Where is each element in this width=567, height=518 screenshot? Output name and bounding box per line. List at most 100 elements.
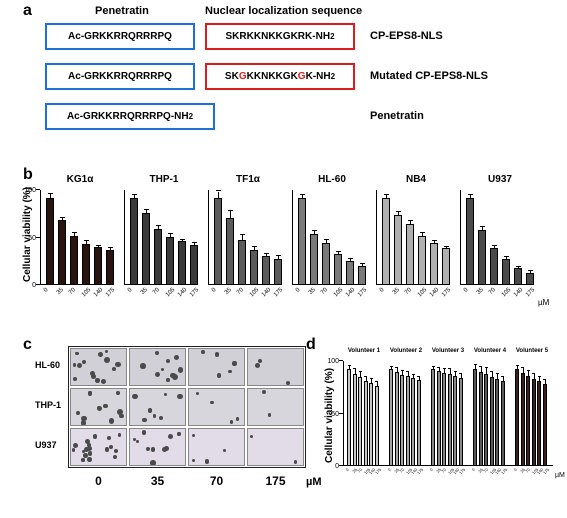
micro-col-label: 175 [247, 474, 304, 488]
bar [406, 376, 410, 466]
volunteer-title: Volunteer 3 [427, 348, 469, 354]
header-penetratin: Penetratin [95, 5, 149, 17]
micrograph [129, 348, 186, 386]
row3-left-box: Ac-GRKKRRQRRRPQ-NH2 [45, 103, 215, 130]
sub2-1: 2 [330, 32, 334, 41]
chart-title: U937 [460, 174, 540, 185]
bar [389, 369, 393, 466]
bar [501, 381, 505, 466]
bar [274, 259, 282, 285]
micro-col-label: 70 [188, 474, 245, 488]
bar [46, 198, 54, 285]
bar [495, 379, 499, 466]
bar [515, 369, 519, 466]
bar [442, 373, 446, 466]
bar [400, 375, 404, 466]
bar [394, 215, 402, 285]
bar [322, 243, 330, 285]
row3-name: Penetratin [370, 110, 424, 122]
chart-TF1α: TF1α03570105140175 [208, 190, 288, 285]
row1-right-box: SKRKKNKKGKRK-NH2 [205, 23, 355, 50]
row2-left-seq: Ac-GRKKRRQRRRPQ [68, 71, 172, 82]
bar [166, 237, 174, 285]
bar [238, 240, 246, 285]
bar [298, 198, 306, 285]
panel-c: HL-60THP-1U93703570175µM [35, 340, 305, 500]
panel-c-label: c [23, 336, 32, 354]
bar [375, 386, 379, 466]
bar [250, 250, 258, 285]
panel-b-label: b [23, 166, 33, 184]
bar [437, 371, 441, 466]
bar [346, 261, 354, 285]
bar [58, 220, 66, 285]
chart-HL-60: HL-6003570105140175 [292, 190, 372, 285]
micro-row-label: HL-60 [35, 360, 60, 370]
bar [70, 236, 78, 285]
micro-row-label: U937 [35, 440, 57, 450]
row2-name: Mutated CP-EPS8-NLS [370, 70, 488, 82]
bar [537, 381, 541, 466]
bar [262, 256, 270, 285]
bar [82, 244, 90, 285]
micrograph [188, 428, 245, 466]
micrograph [188, 388, 245, 426]
bar [418, 236, 426, 285]
bar [226, 218, 234, 285]
bar [502, 259, 510, 285]
sub2-2: 2 [331, 72, 335, 81]
bar [347, 369, 351, 466]
bar [130, 198, 138, 285]
bar [190, 245, 198, 285]
row1-name: CP-EPS8-NLS [370, 30, 443, 42]
bar [406, 224, 414, 285]
bar [466, 198, 474, 285]
micrograph [247, 428, 304, 466]
header-nls: Nuclear localization sequence [205, 5, 362, 17]
bar [382, 198, 390, 285]
bar [334, 254, 342, 285]
bar [448, 374, 452, 466]
bar [353, 374, 357, 466]
bar [514, 268, 522, 285]
bar [358, 377, 362, 466]
volunteer-title: Volunteer 5 [511, 348, 553, 354]
row1-left-box: Ac-GRKKRRQRRRPQ [45, 23, 195, 50]
bar [358, 266, 366, 285]
row1-right-seq: SKRKKNKKGKRK-NH [225, 31, 330, 42]
micrograph [188, 348, 245, 386]
row2-right-box: SKGKKNKKGKGK-NH2 [205, 63, 355, 90]
bar [490, 377, 494, 466]
chart-KG1α: KG1α05010003570105140175 [40, 190, 120, 285]
bar [526, 273, 534, 285]
bar [473, 369, 477, 466]
micro-col-label: 0 [70, 474, 127, 488]
chart-title: HL-60 [292, 174, 372, 185]
micro-col-label: 35 [129, 474, 186, 488]
bar [484, 374, 488, 466]
bar [478, 230, 486, 285]
bar [442, 248, 450, 285]
bar [154, 229, 162, 285]
volunteer-title: Volunteer 1 [343, 348, 385, 354]
bar [142, 213, 150, 285]
chart-NB4: NB403570105140175 [376, 190, 456, 285]
bar [532, 379, 536, 466]
row1-left-seq: Ac-GRKKRRQRRRPQ [68, 31, 172, 42]
chart-title: TF1α [208, 174, 288, 185]
bar [430, 243, 438, 285]
bar [106, 250, 114, 285]
row3-left-seq: Ac-GRKKRRQRRRPQ-NH [67, 111, 189, 122]
bar [411, 378, 415, 466]
chart-THP-1: THP-103570105140175 [124, 190, 204, 285]
bar [395, 372, 399, 466]
panel-d: Cellular viability (%) 050100Volunteer 1… [318, 345, 558, 495]
micrograph [247, 388, 304, 426]
panel-b-unit: µM [538, 298, 549, 307]
bar [490, 248, 498, 285]
panel-d-label: d [306, 336, 316, 354]
bar [364, 381, 368, 466]
chart-title: NB4 [376, 174, 456, 185]
volunteer-title: Volunteer 2 [385, 348, 427, 354]
bar [369, 383, 373, 466]
